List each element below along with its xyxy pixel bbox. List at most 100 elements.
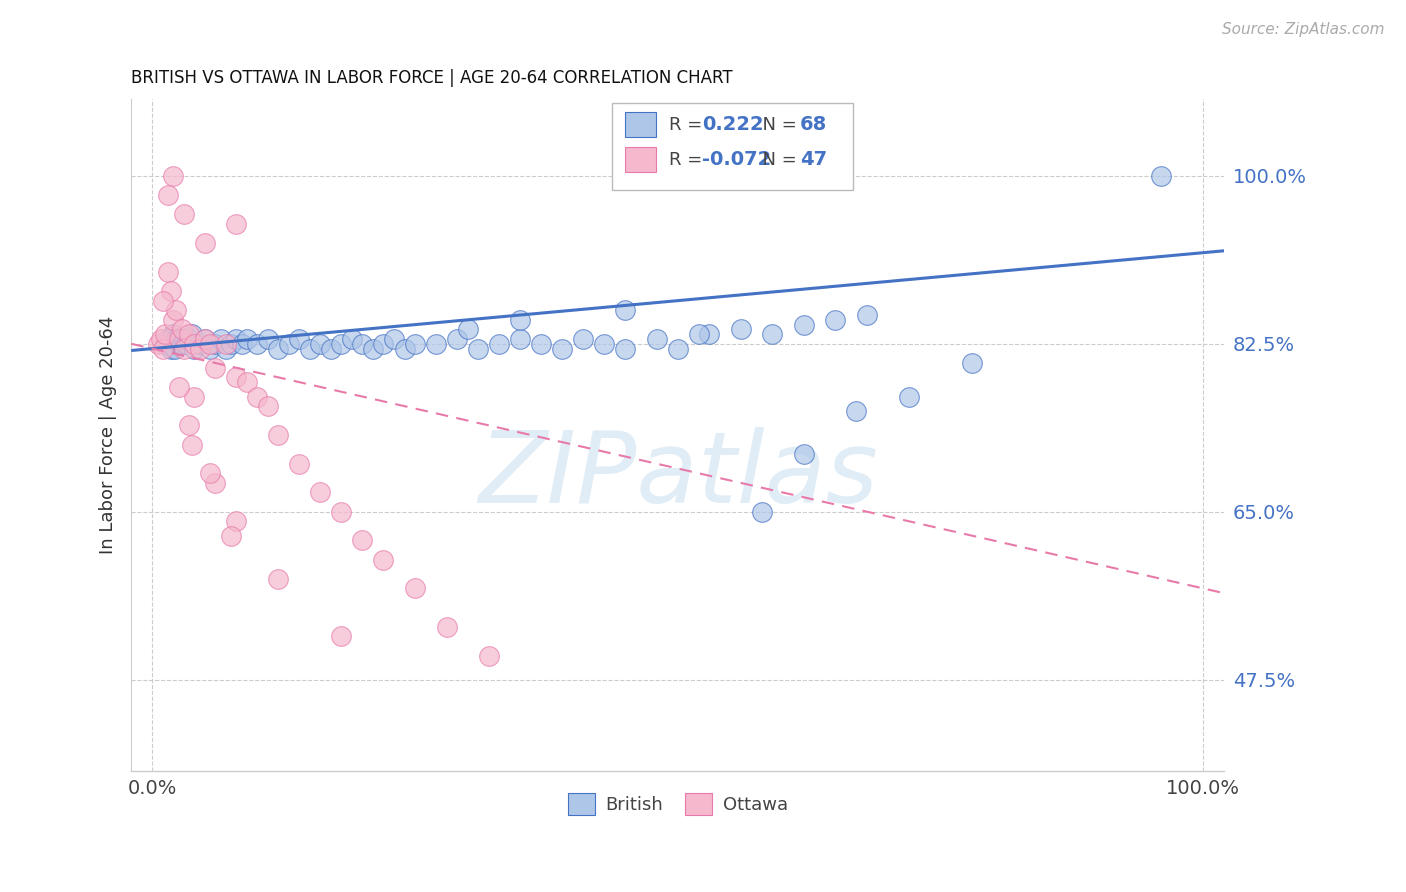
Point <box>267 572 290 586</box>
Point <box>593 336 616 351</box>
Point <box>173 342 195 356</box>
Point <box>436 620 458 634</box>
Point <box>188 342 211 356</box>
Point <box>152 342 174 356</box>
Point <box>167 336 190 351</box>
Point <box>330 336 353 351</box>
Point <box>509 332 531 346</box>
Point <box>181 327 204 342</box>
Point <box>257 332 280 346</box>
Point <box>697 327 720 342</box>
Point <box>309 336 332 351</box>
Point <box>188 336 211 351</box>
Point <box>404 582 426 596</box>
Point <box>572 332 595 346</box>
Point <box>761 327 783 342</box>
Point <box>174 336 197 351</box>
Point <box>215 342 238 356</box>
Point <box>153 327 176 342</box>
Point <box>236 332 259 346</box>
Point <box>152 293 174 308</box>
Point <box>382 332 405 346</box>
Point <box>298 342 321 356</box>
Point <box>225 514 247 528</box>
Y-axis label: In Labor Force | Age 20-64: In Labor Force | Age 20-64 <box>100 316 117 554</box>
Point <box>1150 169 1173 183</box>
Point <box>614 342 637 356</box>
Point <box>198 467 221 481</box>
Point <box>352 533 374 548</box>
Point <box>209 332 232 346</box>
Point <box>793 447 815 461</box>
Point <box>824 313 846 327</box>
Point <box>177 332 200 346</box>
Point <box>478 648 501 663</box>
Point <box>173 207 195 221</box>
Point <box>162 327 184 342</box>
Point <box>165 303 187 318</box>
Point <box>183 390 205 404</box>
Point <box>509 313 531 327</box>
Point <box>157 265 180 279</box>
Text: R =: R = <box>669 151 709 169</box>
Point <box>231 336 253 351</box>
Text: -0.072: -0.072 <box>702 150 770 169</box>
Text: Source: ZipAtlas.com: Source: ZipAtlas.com <box>1222 22 1385 37</box>
Point <box>173 332 195 346</box>
Point <box>225 332 247 346</box>
Point <box>352 336 374 351</box>
Point <box>246 390 269 404</box>
Point <box>181 437 204 451</box>
Point <box>194 332 217 346</box>
Point <box>425 336 447 351</box>
Point <box>614 303 637 318</box>
Point <box>267 428 290 442</box>
Text: N =: N = <box>751 116 803 134</box>
Point <box>404 336 426 351</box>
Point <box>751 505 773 519</box>
Point <box>688 327 710 342</box>
Point <box>149 332 172 346</box>
FancyBboxPatch shape <box>612 103 852 190</box>
Point <box>194 236 217 251</box>
Point <box>165 332 187 346</box>
Point <box>167 380 190 394</box>
Point <box>645 332 668 346</box>
Point <box>488 336 510 351</box>
Text: 47: 47 <box>800 150 827 169</box>
Point <box>845 404 868 418</box>
Point <box>960 356 983 370</box>
FancyBboxPatch shape <box>626 147 657 172</box>
Point <box>157 332 180 346</box>
Point <box>446 332 468 346</box>
Point <box>162 313 184 327</box>
Point <box>330 629 353 643</box>
Point <box>183 342 205 356</box>
Text: 68: 68 <box>800 115 828 134</box>
Point <box>177 327 200 342</box>
Text: R =: R = <box>669 116 709 134</box>
Point <box>204 475 226 490</box>
Point <box>225 217 247 231</box>
Point <box>219 336 242 351</box>
Point <box>177 418 200 433</box>
Point <box>204 336 226 351</box>
Point <box>288 457 311 471</box>
Point <box>898 390 921 404</box>
Point <box>361 342 384 356</box>
Point <box>215 336 238 351</box>
Text: BRITISH VS OTTAWA IN LABOR FORCE | AGE 20-64 CORRELATION CHART: BRITISH VS OTTAWA IN LABOR FORCE | AGE 2… <box>131 69 733 87</box>
Point <box>267 342 290 356</box>
Point <box>146 336 169 351</box>
Text: N =: N = <box>751 151 803 169</box>
Point <box>219 529 242 543</box>
Point <box>204 360 226 375</box>
Point <box>198 342 221 356</box>
Point <box>551 342 574 356</box>
Point <box>257 399 280 413</box>
Point <box>277 336 299 351</box>
Text: 0.222: 0.222 <box>702 115 763 134</box>
Point <box>467 342 489 356</box>
Point <box>157 188 180 202</box>
Point <box>373 336 395 351</box>
